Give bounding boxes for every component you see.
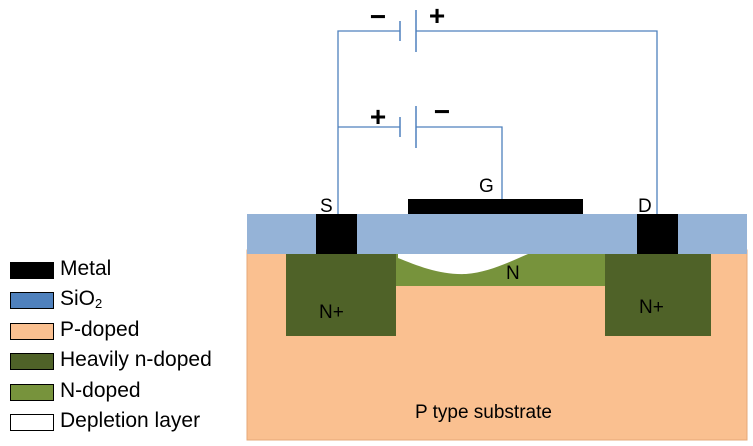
bottom-battery: + − [370,96,450,148]
legend-item-n-doped: N-doped [8,377,248,407]
top-battery-plus: + [429,0,445,31]
depletion-layer [398,254,528,275]
substrate-label: P type substrate [415,402,552,423]
drain-label: D [638,196,652,217]
source-label: S [320,196,333,217]
drain-n-plus-label: N+ [639,297,664,318]
source-n-plus-label: N+ [319,302,344,323]
bottom-battery-plus: + [370,101,386,132]
legend-item-sio2: SiO2 [8,285,248,315]
legend-swatch-p-doped [10,323,54,340]
legend-item-heavily-n-doped: Heavily n-doped [8,346,248,376]
legend-swatch-metal [10,262,54,279]
legend-swatch-n-doped [10,384,54,401]
legend-label-sio2-main: SiO [60,287,96,310]
n-channel-label: N [506,263,520,284]
legend-swatch-depletion-layer [10,414,54,431]
legend-item-depletion-layer: Depletion layer [8,407,248,437]
legend-item-p-doped: P-doped [8,316,248,346]
legend-label-metal: Metal [60,257,112,280]
source-metal-contact [316,214,357,254]
top-battery: − + [370,0,445,52]
top-battery-minus: − [370,1,386,32]
legend-label-sio2: SiO2 [60,285,102,318]
legend-item-metal: Metal [8,255,248,285]
gate-metal [408,199,583,214]
legend-label-p-doped: P-doped [60,318,140,341]
source-n-plus-region [286,254,396,336]
legend-label-sio2-subscript: 2 [95,296,103,311]
drain-n-plus-region [605,254,711,336]
circuit-wires [337,30,658,214]
bottom-battery-minus: − [434,96,450,127]
legend-label-n-doped: N-doped [60,379,141,402]
legend-swatch-sio2 [10,292,54,309]
legend-label-heavily-n-doped: Heavily n-doped [60,348,212,371]
gate-label: G [479,176,494,197]
drain-metal-contact [637,214,678,254]
legend-label-depletion-layer: Depletion layer [60,409,201,432]
legend-swatch-heavily-n-doped [10,353,54,370]
